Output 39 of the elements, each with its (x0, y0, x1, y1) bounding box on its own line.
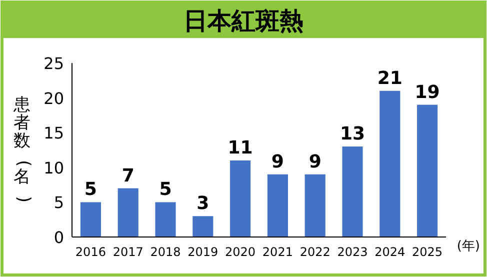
y-tick-label: 20 (44, 88, 64, 108)
x-tick-label: 2025 (412, 245, 443, 259)
bar (342, 146, 363, 237)
data-label: 9 (308, 151, 322, 172)
bar (80, 202, 101, 237)
data-label: 13 (340, 124, 366, 145)
data-label: 19 (414, 82, 440, 103)
x-axis-title: (年) (456, 239, 480, 254)
bar (380, 90, 400, 237)
bar (155, 202, 176, 237)
y-axis-title: 患者数(名) (12, 95, 34, 203)
x-tick-label: 2023 (337, 245, 368, 259)
x-tick-label: 2019 (188, 245, 218, 259)
y-tick-label: 25 (44, 54, 64, 73)
y-tick-label: 0 (54, 228, 64, 247)
data-label: 5 (84, 179, 97, 200)
chart-title: 日本紅斑熱 (184, 7, 304, 35)
x-tick-label: 2020 (225, 245, 256, 259)
bar (230, 160, 251, 237)
bar (304, 174, 326, 237)
data-label: 9 (271, 151, 284, 172)
x-tick-label: 2017 (112, 245, 144, 259)
x-tick-label: 2021 (262, 245, 293, 259)
data-label: 21 (377, 68, 402, 89)
bar (192, 216, 214, 237)
x-tick-label: 2018 (150, 245, 181, 259)
bar (267, 174, 288, 237)
bar (417, 104, 438, 237)
data-label: 3 (196, 193, 210, 214)
y-tick-label: 15 (44, 124, 64, 143)
data-label: 11 (228, 137, 253, 158)
x-tick-label: 2016 (75, 245, 106, 259)
data-label: 5 (159, 179, 172, 200)
y-tick-label: 10 (44, 158, 64, 178)
x-tick-label: 2022 (300, 245, 330, 259)
data-label: 7 (122, 165, 134, 186)
y-tick-label: 5 (54, 193, 64, 212)
bar (118, 188, 138, 237)
x-tick-label: 2024 (374, 245, 406, 259)
